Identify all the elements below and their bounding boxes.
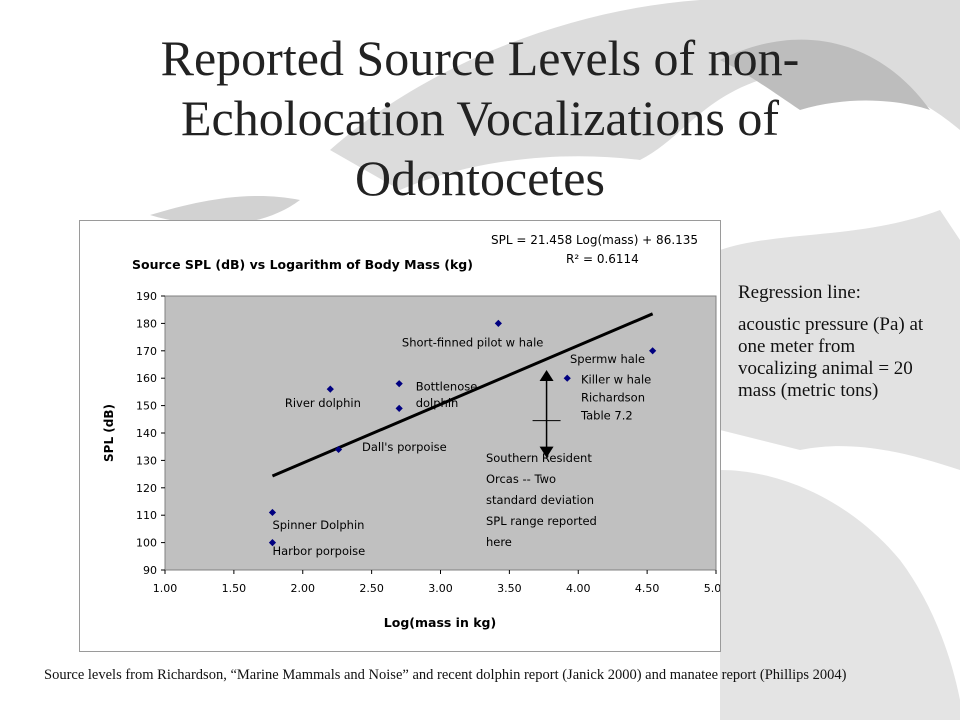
x-tick-label: 1.50 — [222, 582, 247, 595]
point-label: Dall's porpoise — [362, 440, 447, 454]
point-label: River dolphin — [285, 396, 361, 410]
data-point — [563, 374, 571, 382]
y-tick-label: 150 — [136, 400, 157, 413]
orca-annotation-line: Southern Resident — [486, 451, 592, 465]
point-label: Killer w hale — [581, 373, 651, 387]
y-tick-label: 190 — [136, 290, 157, 303]
orca-annotation-line: standard deviation — [486, 493, 594, 507]
x-tick-label: 4.50 — [635, 582, 660, 595]
y-tick-label: 170 — [136, 345, 157, 358]
title-line-3: Odontocetes — [355, 150, 605, 206]
range-arrow-head-down — [539, 446, 554, 458]
x-tick-label: 1.00 — [153, 582, 178, 595]
title-line-1: Reported Source Levels of non- — [160, 30, 800, 86]
data-point — [334, 445, 343, 454]
x-tick-label: 2.50 — [359, 582, 384, 595]
scatter-chart: Source SPL (dB) vs Logarithm of Body Mas… — [102, 233, 720, 630]
x-tick-label: 5.00 — [704, 582, 720, 595]
r-squared: R² = 0.6114 — [566, 252, 639, 266]
chart-title: Source SPL (dB) vs Logarithm of Body Mas… — [132, 257, 473, 272]
point-label: Spinner Dolphin — [272, 518, 364, 532]
data-point — [649, 347, 657, 355]
y-tick-label: 130 — [136, 454, 157, 467]
regression-note: Regression line: acoustic pressure (Pa) … — [738, 282, 938, 412]
data-point — [268, 539, 277, 547]
y-axis-label: SPL (dB) — [102, 404, 116, 462]
orca-annotation-line: here — [486, 535, 512, 549]
x-axis-label: Log(mass in kg) — [384, 615, 496, 630]
point-label: Short-finned pilot w hale — [402, 336, 543, 350]
data-point — [395, 380, 403, 388]
y-tick-label: 110 — [136, 509, 157, 522]
data-point — [268, 508, 277, 517]
title-line-2: Echolocation Vocalizations of — [181, 90, 779, 146]
x-tick-label: 2.00 — [291, 582, 316, 595]
regression-equation: SPL = 21.458 Log(mass) + 86.135 — [491, 233, 698, 247]
orca-annotation-line: Orcas -- Two — [486, 472, 556, 486]
y-tick-label: 120 — [136, 482, 157, 495]
point-label: dolphin — [416, 396, 459, 410]
y-tick-label: 180 — [136, 317, 157, 330]
point-label: Harbor porpoise — [272, 544, 365, 558]
x-tick-label: 3.00 — [428, 582, 453, 595]
source-footnote: Source levels from Richardson, “Marine M… — [44, 667, 847, 683]
point-label: Table 7.2 — [580, 408, 633, 422]
point-label: Bottlenose — [416, 380, 478, 394]
y-tick-label: 90 — [143, 564, 157, 577]
y-tick-label: 140 — [136, 427, 157, 440]
point-label: Spermw hale — [570, 352, 645, 366]
point-label: Richardson — [581, 390, 645, 404]
regression-note-body: acoustic pressure (Pa) at one meter from… — [738, 314, 924, 401]
y-tick-label: 160 — [136, 372, 157, 385]
x-tick-label: 3.50 — [497, 582, 522, 595]
regression-note-heading: Regression line: — [738, 282, 861, 303]
y-tick-label: 100 — [136, 537, 157, 550]
range-arrow-head-up — [539, 369, 554, 381]
chart-frame: Source SPL (dB) vs Logarithm of Body Mas… — [79, 220, 721, 652]
slide-title: Reported Source Levels of non- Echolocat… — [40, 28, 920, 208]
orca-annotation-line: SPL range reported — [486, 514, 597, 528]
x-tick-label: 4.00 — [566, 582, 591, 595]
plot-area — [164, 295, 717, 571]
